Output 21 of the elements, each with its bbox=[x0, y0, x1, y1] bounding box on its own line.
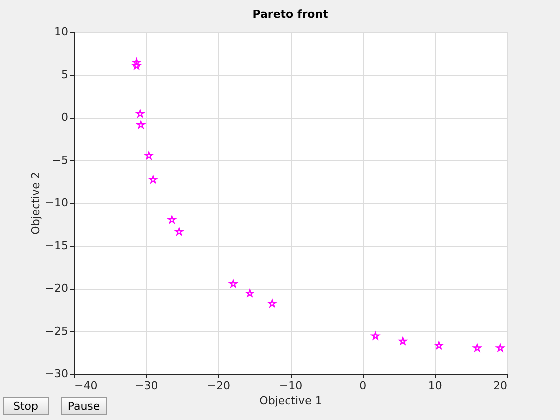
button[interactable]: Pause bbox=[61, 397, 107, 415]
y-tick-label: −10 bbox=[45, 196, 68, 210]
y-axis-title: Objective 2 bbox=[29, 172, 42, 235]
x-tick-label: 10 bbox=[428, 380, 442, 392]
x-tick-label: 0 bbox=[360, 380, 367, 392]
chart-title: Pareto front bbox=[252, 8, 328, 21]
x-tick-label: −30 bbox=[135, 380, 158, 392]
y-tick-label: 10 bbox=[54, 26, 68, 38]
y-tick-label: −25 bbox=[45, 324, 68, 338]
y-tick-label: 5 bbox=[62, 68, 68, 82]
y-tick-label: −30 bbox=[45, 368, 68, 380]
button[interactable]: Stop bbox=[3, 397, 49, 415]
x-tick-label: −20 bbox=[207, 380, 230, 392]
y-tick-label: 0 bbox=[62, 111, 68, 124]
x-tick-label: −10 bbox=[279, 380, 303, 392]
x-axis-title: Objective 1 bbox=[260, 394, 322, 408]
y-tick-label: −15 bbox=[45, 239, 68, 252]
y-tick-label: −20 bbox=[45, 282, 68, 295]
x-tick-label: −40 bbox=[74, 380, 98, 392]
x-tick-label: 20 bbox=[494, 380, 508, 392]
y-tick-label: −5 bbox=[52, 154, 68, 167]
